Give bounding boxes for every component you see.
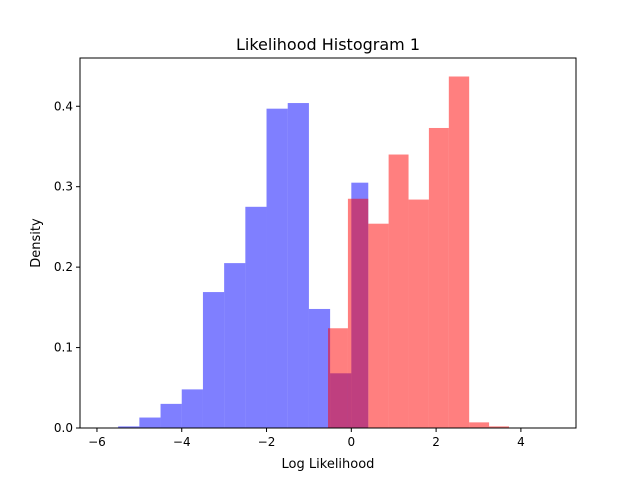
- x-tick-label: 0: [347, 435, 355, 449]
- x-axis: −6 −4 −2 0 2 4: [88, 428, 525, 449]
- bar-series-1-bin-6: [448, 76, 470, 428]
- bar-series-1-bin-4: [408, 199, 429, 428]
- x-tick-label: 4: [517, 435, 525, 449]
- bar-series-1-bin-0: [328, 328, 348, 428]
- bar-series-1-bin-8: [489, 426, 510, 428]
- bar-series-1-bin-3: [388, 154, 409, 429]
- bar-series-0-bin-7: [266, 108, 288, 428]
- bar-series-0-bin-2: [160, 403, 182, 428]
- bars-layer: [118, 76, 510, 429]
- bar-series-0-bin-6: [245, 206, 267, 428]
- y-tick-label: 0.4: [54, 99, 73, 113]
- x-tick-label: −2: [258, 435, 276, 449]
- bar-series-1-bin-2: [368, 223, 389, 428]
- bar-series-1-bin-1: [347, 198, 369, 428]
- y-axis: 0.0 0.1 0.2 0.3 0.4: [54, 99, 80, 435]
- y-tick-label: 0.1: [54, 341, 73, 355]
- bar-series-0-bin-4: [202, 292, 225, 428]
- y-tick-label: 0.2: [54, 260, 73, 274]
- y-tick-label: 0.0: [54, 421, 73, 435]
- plot-frame: [79, 57, 577, 429]
- bar-series-1-bin-7: [469, 422, 490, 428]
- bar-series-0-bin-9: [308, 308, 331, 428]
- bar-series-0-bin-0: [118, 426, 140, 428]
- x-axis-label: Log Likelihood: [282, 457, 375, 472]
- bar-series-1-bin-5: [428, 127, 449, 428]
- chart-title: Likelihood Histogram 1: [236, 35, 420, 54]
- bar-series-0-bin-8: [287, 103, 309, 428]
- bar-series-0-bin-3: [181, 389, 203, 428]
- bar-series-0-bin-1: [139, 417, 161, 428]
- y-tick-label: 0.3: [54, 180, 73, 194]
- bar-series-0-bin-5: [224, 263, 246, 428]
- x-tick-label: −4: [173, 435, 191, 449]
- x-tick-label: 2: [432, 435, 440, 449]
- x-tick-label: −6: [88, 435, 106, 449]
- y-axis-label: Density: [29, 218, 44, 268]
